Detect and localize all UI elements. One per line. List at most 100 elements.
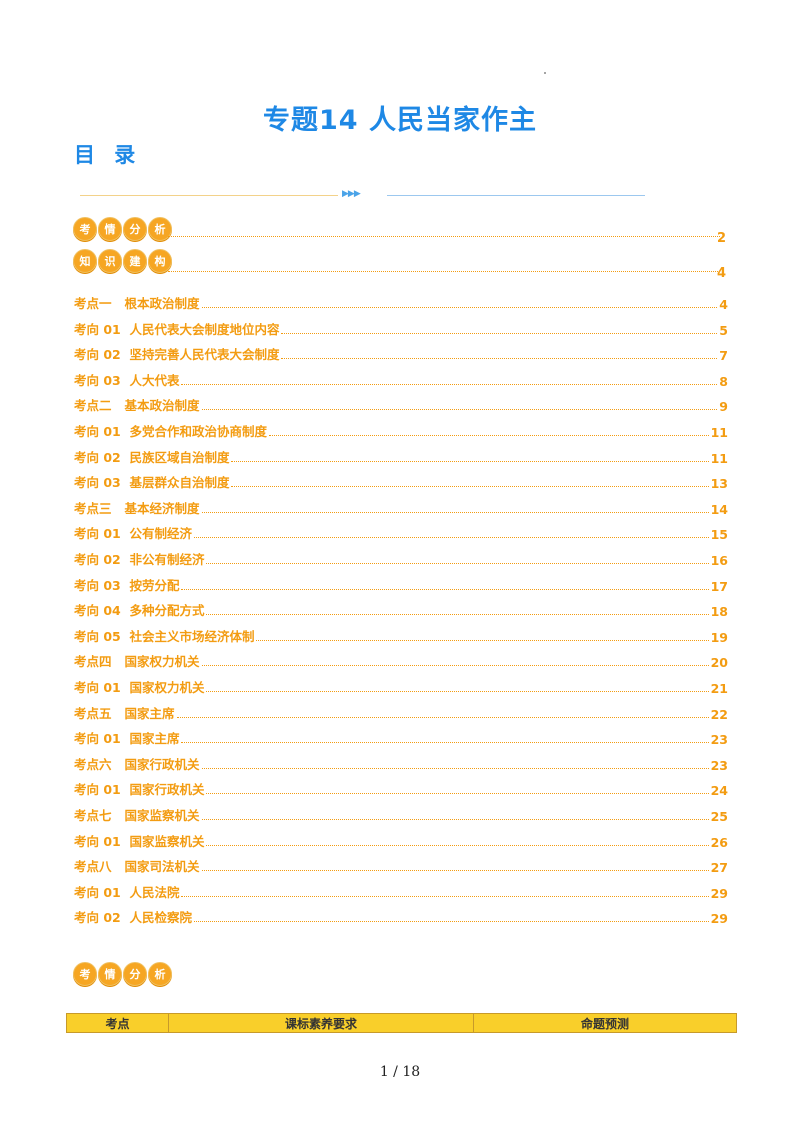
- toc-leader-dots: [181, 895, 709, 897]
- toc-entry-label: 考向 01 国家主席: [74, 731, 180, 747]
- toc-entry-page: 16: [710, 553, 728, 568]
- table-header-prediction: 命题预测: [580, 1016, 629, 1031]
- toc-entry-page: 29: [710, 885, 728, 901]
- toc-entry-page: 4: [719, 297, 728, 312]
- toc-entry[interactable]: 考点三 基本经济制度 14: [74, 497, 728, 517]
- toc-entry-label: 考向 01 人民代表大会制度地位内容: [74, 321, 280, 337]
- toc-entry[interactable]: 考向 01 人民法院 29: [74, 881, 728, 901]
- toc-entry[interactable]: 考向 01 国家行政机关 24: [74, 778, 728, 798]
- toc-entry[interactable]: 考向 01 人民代表大会制度地位内容 5: [74, 318, 728, 338]
- toc-entry-label: 考点二 基本政治制度: [74, 398, 200, 414]
- toc-entry-label: 考向 02 民族区域自治制度: [74, 449, 230, 465]
- toc-entry-page: 7: [719, 348, 728, 364]
- toc-entry[interactable]: 考向 01 国家主席 23: [74, 727, 728, 747]
- analysis-table-header: 考点 课标素养要求 命题预测: [66, 1013, 737, 1033]
- toc-entry-label: 考点八 国家司法机关: [74, 859, 200, 875]
- toc-analysis-page[interactable]: 2: [716, 231, 726, 246]
- toc-entry-page: 26: [710, 834, 728, 850]
- toc-entry[interactable]: 考点七 国家监察机关 25: [74, 804, 728, 824]
- toc-leader-dots: [181, 742, 709, 744]
- toc-entry-page: 20: [710, 655, 728, 671]
- toc-entry-label: 考点七 国家监察机关: [74, 808, 200, 823]
- toc-leader-dots: [231, 460, 709, 462]
- toc-entry-label: 考向 01 人民法院: [74, 884, 180, 900]
- toc-entry-page: 14: [710, 501, 728, 517]
- toc-entry-page: 24: [710, 783, 728, 799]
- toc-entry-page: 23: [710, 757, 728, 773]
- toc-leader-dots: [201, 665, 709, 667]
- table-header-kaodian: 考点: [67, 1014, 169, 1032]
- page-title: 专题14 人民当家作主: [263, 105, 537, 136]
- toc-entry[interactable]: 考向 01 国家权力机关 21: [74, 676, 728, 696]
- toc-entry-label: 考向 05 社会主义市场经济体制: [74, 628, 255, 644]
- toc-entry[interactable]: 考向 01 国家监察机关 26: [74, 830, 728, 850]
- toc-entry[interactable]: 考向 03 基层群众自治制度 13: [74, 471, 728, 491]
- toc-leader-dots: [181, 588, 709, 590]
- toc-entry-page: 29: [710, 911, 728, 927]
- toc-entry-label: 考点三 基本经济制度: [74, 500, 200, 516]
- toc-entry[interactable]: 考点一 根本政治制度 4: [74, 292, 728, 312]
- decorative-dot: [544, 72, 546, 74]
- toc-leader-dots: [206, 691, 709, 692]
- toc-entry-label: 考向 02 坚持完善人民代表大会制度: [74, 347, 280, 363]
- toc-leader-dots: [201, 307, 718, 308]
- toc-entry-page: 5: [719, 322, 728, 338]
- toc-entry[interactable]: 考点四 国家权力机关 20: [74, 650, 728, 670]
- toc-entry[interactable]: 考向 01 多党合作和政治协商制度 11: [74, 420, 728, 440]
- toc-entry[interactable]: 考向 03 按劳分配 17: [74, 574, 728, 594]
- toc-entry[interactable]: 考向 02 非公有制经济 16: [74, 548, 728, 568]
- toc-entry[interactable]: 考向 04 多种分配方式 18: [74, 599, 728, 619]
- toc-leader-dots: [231, 486, 709, 488]
- toc-leader-dots: [206, 844, 709, 846]
- toc-entry-label: 考向 02 人民检察院: [74, 910, 192, 926]
- toc-leader-dots: [201, 409, 718, 411]
- toc-entry[interactable]: 考向 03 人大代表 8: [74, 369, 728, 389]
- toc-entry-page: 19: [710, 629, 728, 645]
- toc-entry-label: 考向 03 人大代表: [74, 372, 180, 388]
- toc-entry-label: 考向 04 多种分配方式: [74, 603, 205, 619]
- toc-entry-page: 23: [710, 732, 728, 748]
- toc-leader-dots: [281, 332, 718, 334]
- toc-entry-page: 9: [719, 399, 728, 415]
- toc-leader-dots: [201, 819, 709, 820]
- toc-entry-label: 考向 01 国家权力机关: [74, 680, 205, 695]
- toc-framework-page[interactable]: 4: [716, 266, 726, 281]
- toc-entry[interactable]: 考向 02 坚持完善人民代表大会制度 7: [74, 343, 728, 363]
- toc-leader-dots: [201, 870, 709, 872]
- toc-entry-page: 13: [710, 476, 728, 492]
- toc-entry-page: 11: [710, 425, 728, 440]
- toc-leader-dots: [193, 921, 709, 923]
- toc-entry-label: 考点六 国家行政机关: [74, 756, 200, 772]
- arrow-icon: ▶▶▶: [342, 189, 361, 199]
- toc-leader-dots: [206, 793, 709, 795]
- toc-entry[interactable]: 考向 01 公有制经济 15: [74, 522, 728, 542]
- toc-entry[interactable]: 考向 02 人民检察院 29: [74, 906, 728, 926]
- toc-leader-dots: [268, 435, 709, 436]
- badge-framework[interactable]: 知 识 建 构: [73, 249, 173, 273]
- toc-heading: 目 录: [74, 143, 142, 167]
- toc-entry-label: 考向 01 国家监察机关: [74, 833, 205, 849]
- toc-leader-dots: [201, 511, 709, 513]
- toc-entry[interactable]: 考点八 国家司法机关 27: [74, 855, 728, 875]
- toc-entry[interactable]: 考点五 国家主席 22: [74, 702, 728, 722]
- toc-leader-dots: [281, 358, 718, 360]
- page-number: 1 / 18: [379, 1064, 421, 1080]
- toc-entry-label: 考向 01 多党合作和政治协商制度: [74, 424, 267, 439]
- toc-entry-page: 15: [710, 527, 728, 543]
- toc-entry[interactable]: 考点六 国家行政机关 23: [74, 753, 728, 773]
- table-header-requirements: 课标素养要求: [169, 1014, 474, 1032]
- toc-entry[interactable]: 考向 05 社会主义市场经济体制 19: [74, 625, 728, 645]
- toc-entry-label: 考向 03 按劳分配: [74, 577, 180, 593]
- toc-entry-page: 11: [710, 450, 728, 466]
- toc-entry-label: 考点四 国家权力机关: [74, 654, 200, 670]
- toc-entry[interactable]: 考向 02 民族区域自治制度 11: [74, 446, 728, 466]
- toc-entry-label: 考向 02 非公有制经济: [74, 552, 205, 567]
- toc-entry-label: 考点五 国家主席: [74, 705, 175, 721]
- toc-entry[interactable]: 考点二 基本政治制度 9: [74, 394, 728, 414]
- toc-entry-page: 8: [719, 373, 728, 389]
- toc-leader-dots: [181, 383, 718, 385]
- badge-analysis[interactable]: 考 情 分 析: [73, 217, 173, 241]
- toc-leader-dots: [176, 716, 709, 718]
- toc-entry-label: 考向 01 国家行政机关: [74, 782, 205, 798]
- toc-entry-label: 考向 01 公有制经济: [74, 526, 192, 542]
